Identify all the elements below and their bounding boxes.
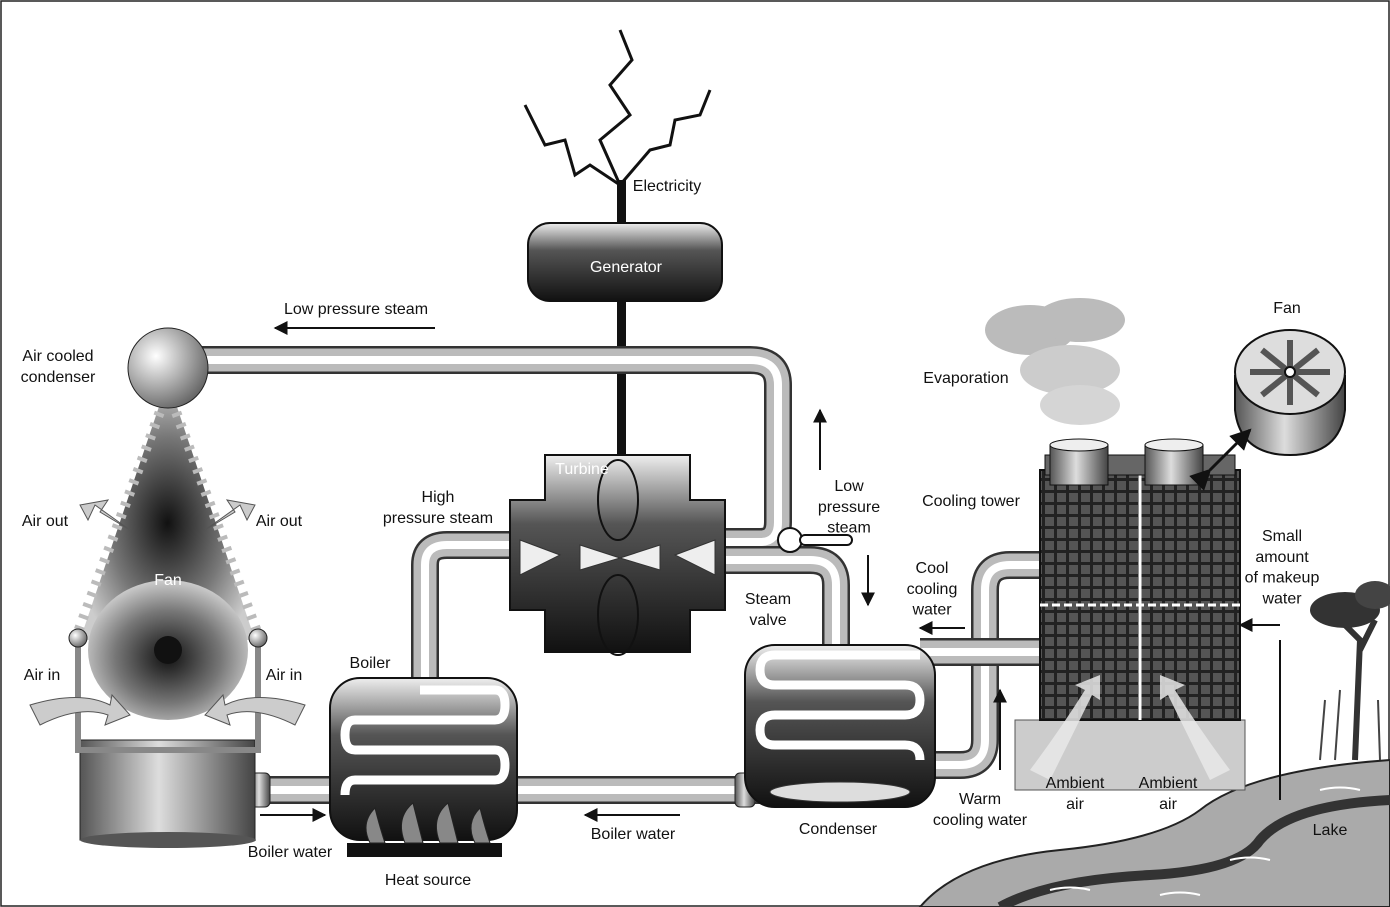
- header-sphere: [128, 328, 208, 408]
- label: Cool: [916, 560, 949, 577]
- label: air: [1159, 796, 1177, 813]
- label: air: [1066, 796, 1084, 813]
- label: Warm: [959, 791, 1001, 808]
- label: Fan: [1273, 300, 1301, 317]
- label: Heat source: [385, 872, 471, 889]
- label: Boiler: [350, 655, 392, 672]
- page: {"labels": { "electricity": "Electricity…: [0, 0, 1390, 907]
- label: Ambient: [1139, 775, 1198, 792]
- label: pressure: [818, 499, 880, 516]
- base-bottom: [80, 832, 256, 848]
- label: steam: [827, 520, 871, 537]
- steam-valve: [778, 528, 802, 552]
- label: Air out: [256, 513, 303, 530]
- label: Boiler water: [591, 826, 676, 843]
- label: Evaporation: [923, 370, 1008, 387]
- label: Ambient: [1046, 775, 1105, 792]
- label: Small: [1262, 528, 1302, 545]
- label: High: [422, 489, 455, 506]
- label: Low pressure steam: [284, 301, 428, 318]
- label: Condenser: [799, 821, 878, 838]
- label: Low: [834, 478, 864, 495]
- label: Air cooled: [22, 348, 93, 365]
- fan-hub: [154, 636, 182, 664]
- label: water: [911, 602, 952, 619]
- condensate: [770, 782, 910, 802]
- label: Generator: [590, 259, 663, 276]
- label: Cooling tower: [922, 493, 1021, 510]
- label: Air out: [22, 513, 69, 530]
- condenser-base: [80, 740, 255, 840]
- label: Air in: [266, 667, 302, 684]
- label: cooling: [907, 581, 958, 598]
- joint: [249, 629, 267, 647]
- label: cooling water: [933, 812, 1028, 829]
- diagram: Electricity Generator Low pressure steam Ai…: [0, 0, 1390, 907]
- burner: [347, 843, 502, 857]
- label: condenser: [21, 369, 96, 386]
- label: Lake: [1313, 822, 1348, 839]
- joint: [69, 629, 87, 647]
- label: Steam: [745, 591, 791, 608]
- label: water: [1261, 590, 1302, 607]
- fan: [1235, 330, 1345, 455]
- boiler: [330, 678, 517, 840]
- label: Turbine: [555, 461, 609, 478]
- label: Boiler water: [248, 844, 333, 861]
- label: Fan: [154, 572, 182, 589]
- label: amount: [1255, 549, 1309, 566]
- label: of makeup: [1245, 570, 1320, 587]
- label: Air in: [24, 667, 60, 684]
- label: valve: [749, 612, 786, 629]
- label: Electricity: [633, 178, 701, 195]
- label: pressure steam: [383, 510, 493, 527]
